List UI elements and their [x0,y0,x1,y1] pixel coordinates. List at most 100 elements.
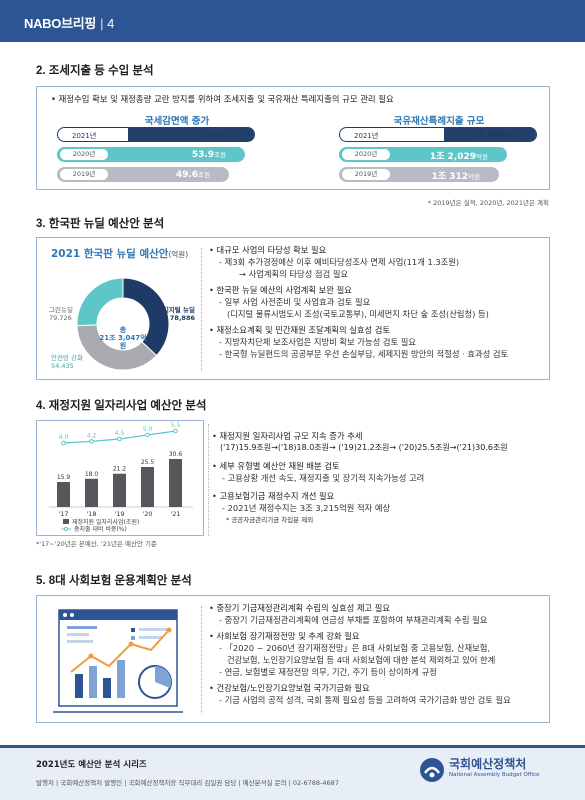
section-2-box: • 재정수입 확보 및 재정총량 교란 방지를 위하여 조세지출 및 국유재산 … [36,86,550,190]
s5-bullet-2: • 사회보험 장기재정전망 및 추계 강화 필요 [209,631,360,641]
footer-org-name: 국회예산정책처 [449,757,527,771]
s5-sub-2: - 「2020 ~ 2060년 장기재정전망」은 8대 사회보험 중 고용보험,… [219,643,490,653]
jobs-cat-3: '20 [142,510,152,518]
s5-sub-1: - 중장기 기금재정관리계획에 연금성 부채를 포함하여 부채관리계획 수립 필… [219,615,488,625]
property-row-2019: 2019년 1조 312억원 [339,167,499,182]
label-safety-value: 54,435 [51,362,74,370]
legend-bar-swatch [63,519,69,524]
jobs-share-label-3: 5.0 [143,426,153,433]
jobs-share-label-1: 4.2 [87,432,97,439]
section-4-bullets: • 재정지원 일자리사업 규모 지속 증가 추세 ('17)15.9조원→('1… [212,430,548,526]
s4-sub-4: * 공공자금관리기금 차입분 제외 [226,516,314,524]
s3-sub-1: - 제3회 추가경정예산 이후 예비타당성조사 면제 사업(11개 1.3조원) [219,257,460,267]
label-green-value: 79,726 [49,314,72,322]
footer-org-logo: 국회예산정책처 National Assembly Budget Office [419,755,549,785]
label-digital-name: 디지털 뉴딜 [162,306,195,314]
jobs-share-point-1 [89,439,94,444]
section-3-box: 2021 한국판 뉴딜 예산안(억원) 그린뉴딜 79,726 디지털 뉴딜 78,… [36,237,550,380]
s5-bullet-1: • 중장기 기금재정관리계획 수립의 실효성 제고 필요 [209,603,391,613]
s3-sub-6: - 한국형 뉴딜펀드의 공공부문 우선 손실부담, 세제지원 방안의 적절성 ·… [219,349,509,359]
section-2-note: * 2019년은 실적, 2020년, 2021년은 계획 [427,199,549,207]
tax-reduction-title: 국세감면액 증가 [144,116,210,127]
label-safety-name: 안전망 강화 [51,354,83,362]
jobs-share-point-4 [173,428,178,434]
donut-center-label: 총 [119,326,127,334]
section-5-divider [201,606,202,714]
jobs-share-label-4: 5.5 [171,422,181,429]
newdeal-chart-unit: (억원) [168,250,189,259]
section-5-box: • 중장기 기금재정관리계획 수립의 실효성 제고 필요 - 중장기 기금재정관… [36,595,550,723]
tax-row-2021-value: 56.8조원 [202,129,236,140]
state-property-title: 국유재산특례지출 규모 [393,116,485,127]
nabo-logo-icon [420,758,444,782]
s4-bullet-3: • 고용보험기금 재정수지 개선 필요 [212,491,335,501]
property-row-2020-num: 1조 2,029 [429,152,477,162]
section-5-title: 5. 8대 사회보험 운용계획안 분석 [36,575,192,587]
label-digital: 디지털 뉴딜 78,886 [159,306,195,322]
newdeal-chart-title: 2021 한국판 뉴딜 예산안(억원) [51,246,188,261]
jobs-bar-label-4: 30.6 [169,451,183,458]
s5-bullet-3: • 건강보험/노인장기요양보험 국가기금화 필요 [209,683,370,693]
tax-row-2020-num: 53.9 [191,150,215,160]
tax-row-2019-year: 2019년 [60,169,108,180]
section-4-area: 15.9 '17 18.0 '18 21.2 '19 25.5 '20 30.6 '21 4.0 4.… [36,420,550,552]
tax-row-2021-unit: 조원 [224,131,236,139]
s3-bullet-2: • 한국판 뉴딜 예산의 사업계획 보완 필요 [209,285,352,295]
property-row-2020-unit: 억원 [476,153,488,161]
footer-top-line [0,745,585,748]
property-row-2020-year: 2020년 [342,149,390,160]
legend-line-label: 총지출 대비 비중(%) [74,525,127,533]
jobs-chart-note: *'17~'20년은 본예산, '21년은 예산안 기준 [36,540,157,548]
donut-center: 총 21조 3,047억원 [97,326,149,350]
jobs-chart: 15.9 '17 18.0 '18 21.2 '19 25.5 '20 30.6 '21 4.0 4.… [49,422,193,533]
property-row-2021-value: 9,968억원 [478,129,518,140]
s5-sub-3: 건강보험, 노인장기요양보험 등 4대 사회보험에 대한 분석 제외하고 있어 … [227,655,496,665]
tax-row-2020: 2020년 53.9조원 [57,147,245,162]
section-4-divider [208,424,209,536]
footer: 2021년도 예산안 분석 시리즈 발행처 | 국회예산정책처 발행인 | 국회… [0,745,585,800]
label-green: 그린뉴딜 79,726 [49,306,73,322]
jobs-bar-1 [85,478,98,507]
tax-row-2019: 2019년 49.6조원 [57,167,229,182]
brand-separator: | [100,16,104,31]
property-row-2021-year: 2021년 [354,132,379,140]
s5-sub-4: - 연금, 보험별로 재정전망 의무, 기간, 주기 등이 상이하게 규정 [219,667,437,677]
s3-sub-5: - 지방자치단체 보조사업은 지방비 확보 가능성 검토 필요 [219,337,417,347]
property-row-2019-value: 1조 312억원 [432,169,480,182]
jobs-share-point-0 [61,440,66,446]
jobs-chart-frame: 15.9 '17 18.0 '18 21.2 '19 25.5 '20 30.6 '21 4.0 4.… [36,420,204,536]
tax-row-2021-year: 2021년 [72,132,97,140]
jobs-bar-label-3: 25.5 [141,459,155,466]
jobs-cat-2: '19 [114,510,124,518]
property-row-2021: 2021년 9,968억원 [339,127,537,142]
section-2-title: 2. 조세지출 등 수입 분석 [36,65,154,77]
tax-row-2020-value: 53.9조원 [192,149,226,160]
s3-bullet-3: • 재정소요계획 및 민간재원 조달계획의 실효성 검토 [209,325,391,335]
report-chart-illustration [53,609,183,713]
jobs-bar-2 [113,473,126,507]
legend-bar-label: 재정지원 일자리사업(조원) [72,518,139,526]
jobs-bar-label-2: 21.2 [113,466,127,473]
jobs-bar-4 [169,459,182,507]
newdeal-chart-title-text: 2021 한국판 뉴딜 예산안 [51,248,169,260]
s4-sub-3: - 2021년 재정수지는 3조 3,215억원 적자 예상 [222,503,391,513]
s4-sub-2: - 고용상황 개선 속도, 재정지출 및 장기적 지속가능성 고려 [222,473,425,483]
tax-row-2019-value: 49.6조원 [176,169,210,180]
section-3-bullets: • 대규모 사업의 타당성 확보 필요 - 제3회 추가경정예산 이후 예비타당… [209,244,545,360]
jobs-share-point-3 [145,432,150,438]
donut-slice-1 [76,324,158,371]
s3-sub-4: (디지털 물류시범도시 조성(국토교통부), 미세먼지 차단 숲 조성(산림청)… [227,309,489,319]
label-digital-value: 78,886 [169,314,195,322]
section-4-title: 4. 재정지원 일자리사업 예산안 분석 [36,400,207,412]
section-3-divider [201,248,202,371]
footer-series: 2021년도 예산안 분석 시리즈 [36,760,147,770]
header-bar: NABO브리핑 | 4 [0,0,585,42]
property-row-2020-value: 1조 2,029억원 [430,149,488,162]
jobs-cat-0: '17 [58,510,68,518]
section-3-title: 3. 한국판 뉴딜 예산안 분석 [36,218,165,230]
tax-row-2020-unit: 조원 [214,151,226,159]
tax-row-2019-unit: 조원 [198,171,210,179]
jobs-share-label-0: 4.0 [59,434,69,441]
newdeal-donut-chart [76,277,170,371]
legend-line-dot [63,526,69,532]
